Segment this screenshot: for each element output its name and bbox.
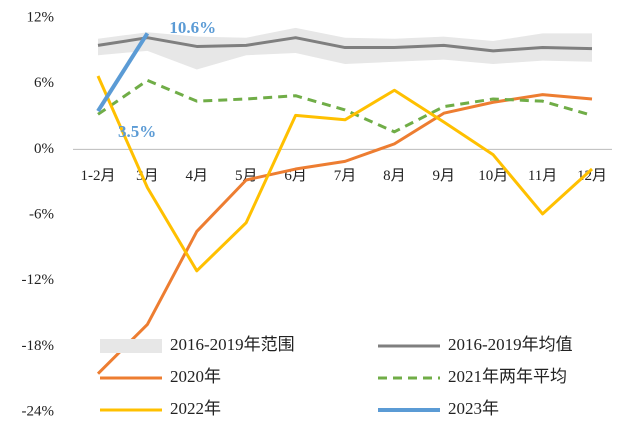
y-tick-label: 0% xyxy=(34,141,54,157)
legend-label: 2022年 xyxy=(170,399,221,418)
legend-label: 2016-2019年均值 xyxy=(448,335,573,354)
x-tick-label: 4月 xyxy=(186,168,209,184)
x-tick-label: 9月 xyxy=(433,168,456,184)
y-tick-label: -24% xyxy=(22,403,55,419)
y-tick-label: -12% xyxy=(22,272,55,288)
y-tick-label: -18% xyxy=(22,338,55,354)
y-tick-label: 6% xyxy=(34,75,54,91)
x-tick-label: 10月 xyxy=(478,168,508,184)
legend-label: 2020年 xyxy=(170,367,221,386)
series-line xyxy=(97,36,593,53)
x-tick-label: 7月 xyxy=(334,168,357,184)
series-line xyxy=(96,93,593,375)
series-line xyxy=(97,78,593,134)
data-label: 10.6% xyxy=(169,18,216,37)
legend-label: 2023年 xyxy=(448,399,499,418)
series-line xyxy=(96,32,150,113)
x-tick-label: 8月 xyxy=(383,168,406,184)
data-label: 3.5% xyxy=(118,122,156,141)
legend-label: 2016-2019年范围 xyxy=(170,335,295,354)
x-tick-label: 11月 xyxy=(528,168,557,184)
y-tick-label: 12% xyxy=(27,9,55,25)
series-line xyxy=(96,75,594,273)
x-tick-label: 12月 xyxy=(577,168,607,184)
legend-label: 2021年两年平均 xyxy=(448,367,567,386)
x-tick-label: 1-2月 xyxy=(81,168,116,184)
y-tick-label: -6% xyxy=(29,206,54,222)
